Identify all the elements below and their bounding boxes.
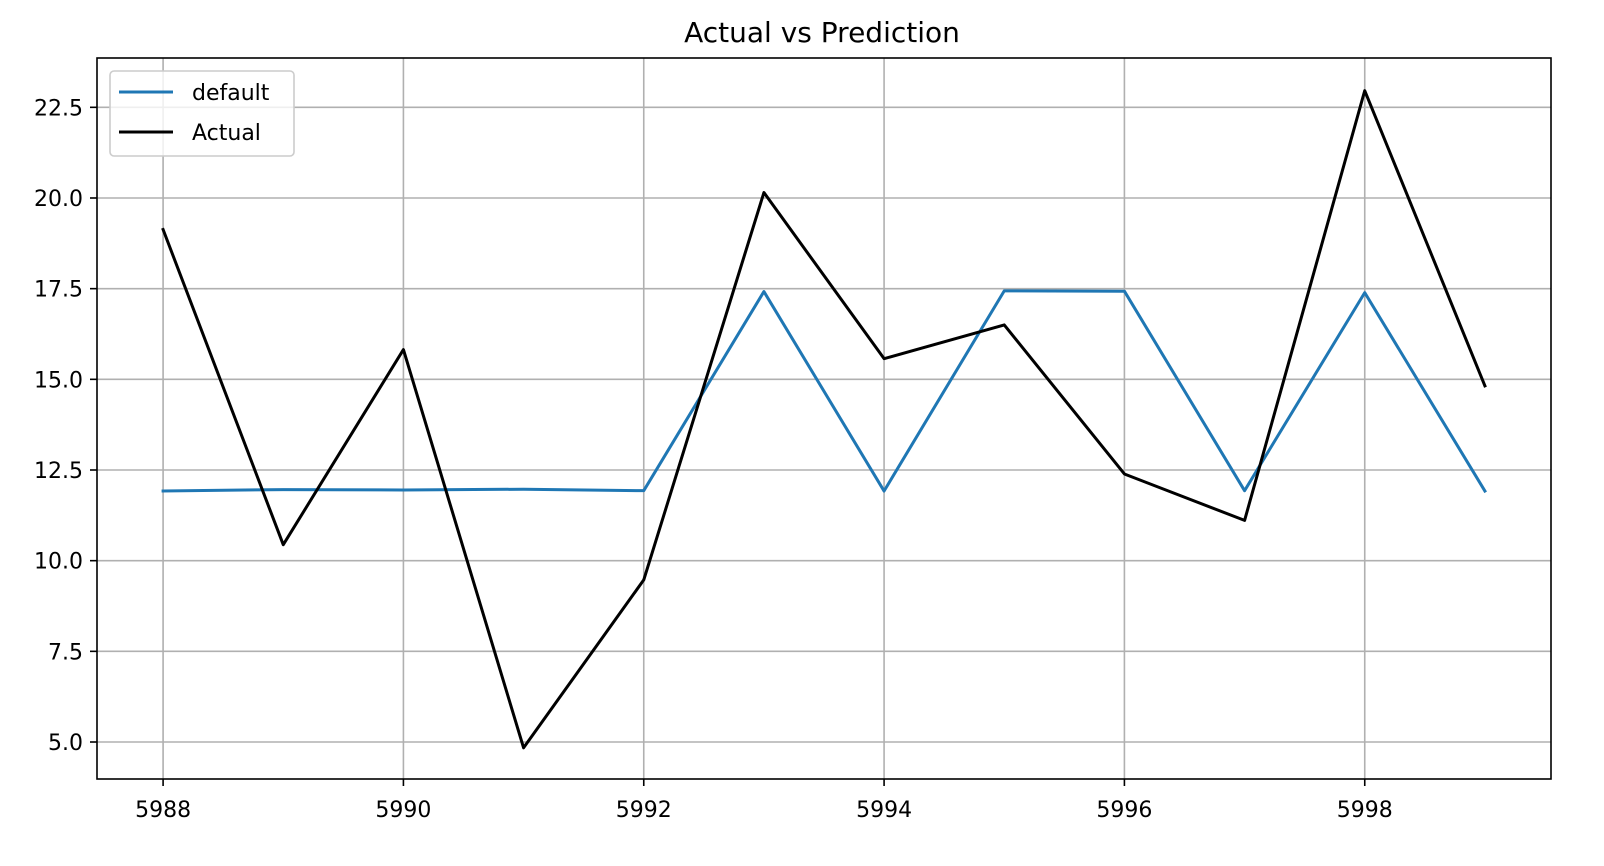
legend-label: default <box>192 81 270 106</box>
y-tick-label: 15.0 <box>34 368 83 393</box>
x-tick-label: 5990 <box>375 798 431 823</box>
series-lines <box>161 89 1487 750</box>
x-axis: 5988 5990 5992 5994 5996 5998 <box>135 779 1393 823</box>
legend: default Actual <box>109 70 295 157</box>
y-tick-label: 5.0 <box>48 731 83 756</box>
x-tick-label: 5992 <box>616 798 672 823</box>
y-tick-label: 7.5 <box>48 640 83 665</box>
legend-label: Actual <box>192 121 261 146</box>
plot-frame <box>96 57 1552 780</box>
y-tick-label: 20.0 <box>34 187 83 212</box>
y-tick-label: 10.0 <box>34 550 83 575</box>
y-tick-label: 22.5 <box>34 96 83 121</box>
series-line-default <box>161 289 1487 494</box>
y-tick-label: 12.5 <box>34 459 83 484</box>
series-line-actual <box>161 89 1487 750</box>
x-tick-label: 5996 <box>1096 798 1152 823</box>
y-tick-label: 17.5 <box>34 278 83 303</box>
chart-title: Actual vs Prediction <box>684 16 960 49</box>
x-tick-label: 5994 <box>856 798 912 823</box>
x-tick-label: 5988 <box>135 798 191 823</box>
y-axis: 5.0 7.5 10.0 12.5 15.0 17.5 20.0 22.5 <box>34 96 97 756</box>
x-tick-label: 5998 <box>1337 798 1393 823</box>
grid-lines <box>97 58 1551 779</box>
